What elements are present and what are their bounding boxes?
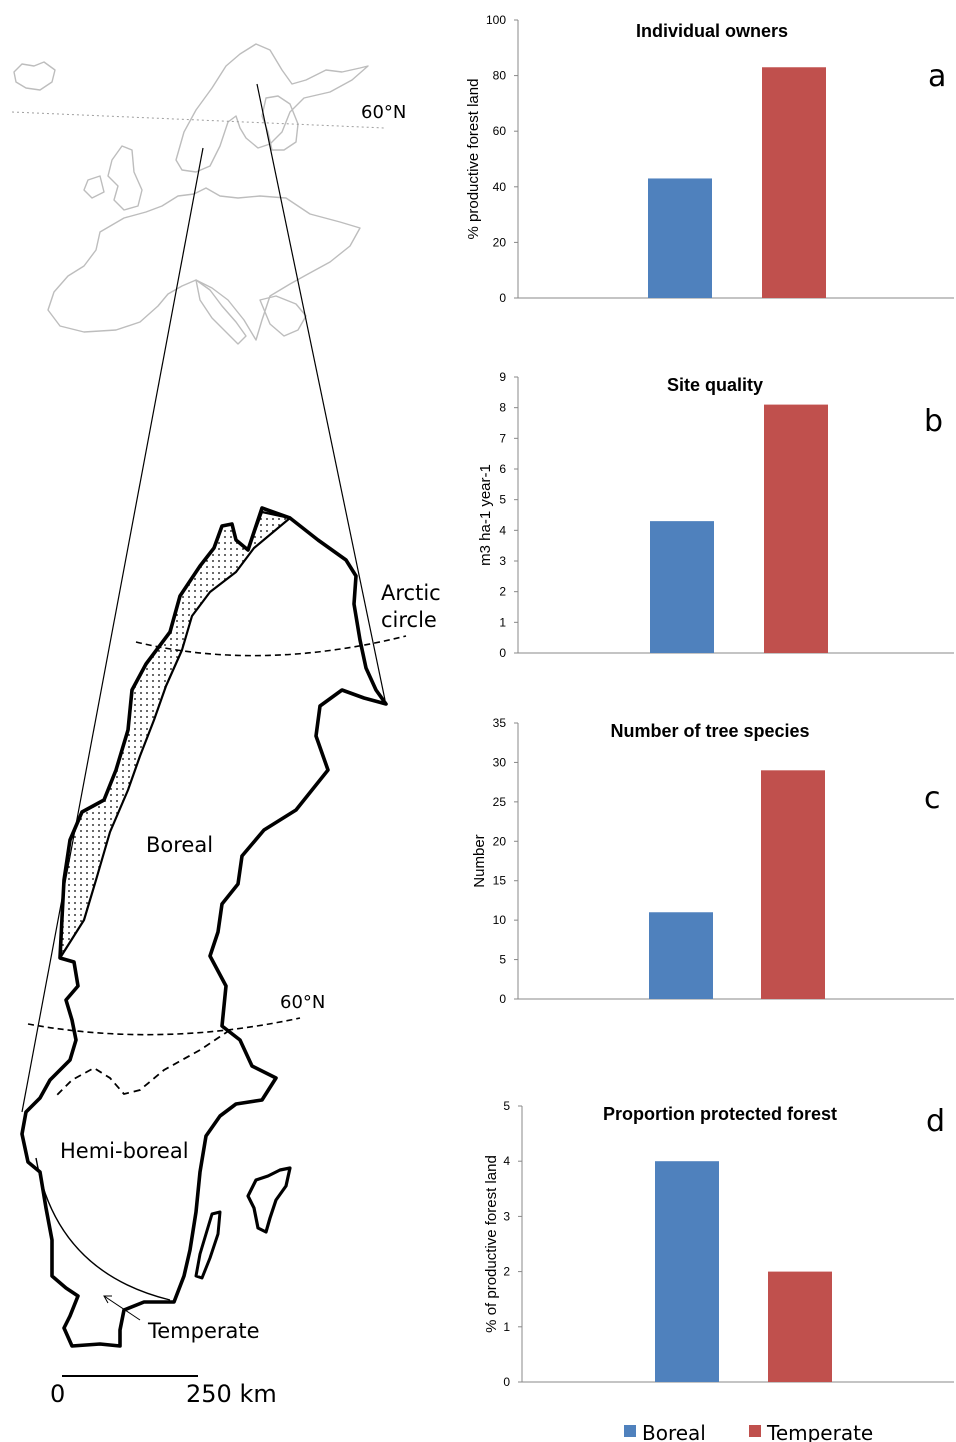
temperate-pointer-arrow: [103, 1295, 141, 1321]
continent-outline: [47, 187, 361, 341]
scandinavia-outline: [175, 43, 369, 173]
chart-d-tick-label: 3: [503, 1209, 510, 1223]
chart-c-tick-label: 25: [493, 795, 507, 809]
scale-label-end: 250 km: [186, 1380, 277, 1408]
chart-a-y-axis-label: % productive forest land: [465, 79, 482, 240]
europe-60n-dotted-line: [11, 111, 386, 129]
temperate-boundary-line: [35, 1157, 171, 1301]
europe-60n-label: 60°N: [361, 102, 406, 123]
chart-a-tick-label: 100: [486, 13, 506, 27]
chart-b-y-axis-label: m3 ha-1 year-1: [477, 464, 494, 566]
chart-b-tick-label: 8: [499, 401, 506, 415]
chart-b: 0 1 2 3 4 5 6 7 8 9 Site quality b m3 ha-1 year-1: [477, 370, 954, 660]
chart-c-bar-temperate: [761, 770, 825, 999]
chart-c-tick-label: 20: [493, 834, 507, 848]
sweden-60n-label: 60°N: [280, 992, 325, 1013]
chart-d-tick-label: 4: [503, 1154, 510, 1168]
chart-c-panel-letter: c: [924, 781, 941, 816]
chart-a-bar-temperate: [762, 67, 826, 298]
legend: Boreal Temperate: [624, 1421, 873, 1442]
chart-b-tick-label: 1: [499, 615, 506, 629]
chart-b-tick-label: 5: [499, 493, 506, 507]
hemiboreal-boundary-dashed: [53, 1029, 231, 1099]
arctic-label-line1: Arctic: [381, 581, 441, 605]
chart-d-tick-label: 2: [503, 1265, 510, 1279]
sweden-outline: [20, 506, 388, 1348]
chart-d: 0 1 2 3 4 5 Proportion protected forest d % of p…: [483, 1099, 954, 1389]
chart-a: 0 20 40 60 80 100 Individual owners a % producti…: [465, 13, 954, 305]
chart-c-tick-label: 30: [493, 755, 507, 769]
chart-c-title: Number of tree species: [610, 721, 809, 741]
chart-b-bar-boreal: [650, 521, 714, 653]
chart-d-y-axis-label: % of productive forest land: [483, 1155, 500, 1333]
chart-c: 0 5 10 15 20 25 30 35 Number of tree species c Num…: [471, 716, 954, 1006]
chart-d-title: Proportion protected forest: [603, 1104, 837, 1124]
chart-a-tick-label: 40: [493, 180, 507, 194]
oland-island: [194, 1210, 222, 1280]
chart-a-tick-label: 20: [493, 235, 507, 249]
iceland-outline: [13, 61, 56, 91]
chart-d-panel-letter: d: [926, 1104, 945, 1139]
chart-a-panel-letter: a: [928, 59, 946, 94]
chart-b-tick-label: 9: [499, 370, 506, 384]
chart-d-tick-label: 0: [503, 1375, 510, 1389]
chart-b-tick-label: 4: [499, 523, 506, 537]
chart-a-tick-label: 0: [499, 291, 506, 305]
chart-a-bar-boreal: [648, 178, 712, 298]
chart-c-bar-boreal: [649, 912, 713, 999]
zoom-line-left: [21, 147, 204, 1113]
gotland-island: [246, 1166, 292, 1234]
italy-outline: [195, 279, 247, 345]
chart-a-tick-label: 80: [493, 69, 507, 83]
chart-c-y-axis-label: Number: [471, 834, 488, 887]
chart-b-tick-label: 7: [499, 431, 506, 445]
chart-b-tick-label: 6: [499, 462, 506, 476]
legend-swatch-boreal: [624, 1425, 636, 1437]
chart-b-tick-label: 3: [499, 554, 506, 568]
legend-swatch-temperate: [749, 1425, 761, 1437]
chart-a-tick-label: 60: [493, 124, 507, 138]
legend-label-boreal: Boreal: [642, 1421, 706, 1442]
chart-d-bar-boreal: [655, 1161, 719, 1382]
temperate-region-label: Temperate: [147, 1319, 260, 1343]
british-isles-outline: [83, 145, 143, 211]
chart-c-tick-label: 5: [499, 953, 506, 967]
arctic-circle-dashed-line: [135, 635, 407, 657]
balkans-outline: [259, 295, 307, 337]
chart-b-panel-letter: b: [924, 404, 943, 439]
temperate-arrowhead: [103, 1295, 112, 1304]
chart-d-tick-label: 1: [503, 1320, 510, 1334]
chart-d-bar-temperate: [768, 1271, 832, 1382]
scale-label-start: 0: [50, 1380, 65, 1408]
chart-c-tick-label: 15: [493, 874, 507, 888]
chart-b-tick-label: 0: [499, 646, 506, 660]
legend-label-temperate: Temperate: [766, 1421, 873, 1442]
chart-d-tick-label: 5: [503, 1099, 510, 1113]
chart-b-title: Site quality: [667, 375, 763, 395]
chart-b-tick-label: 2: [499, 585, 506, 599]
sweden-60n-dashed-line: [27, 1017, 301, 1036]
chart-a-title: Individual owners: [636, 21, 788, 41]
chart-c-tick-label: 35: [493, 716, 507, 730]
mountain-region-dotted: [58, 510, 292, 960]
boreal-region-label: Boreal: [146, 833, 213, 857]
chart-c-tick-label: 10: [493, 913, 507, 927]
sweden-map: [20, 506, 407, 1348]
europe-outline-map: [13, 43, 369, 345]
chart-b-bar-temperate: [764, 404, 828, 653]
arctic-label-line2: circle: [381, 608, 437, 632]
zoom-line-right: [256, 83, 386, 701]
chart-c-tick-label: 0: [499, 992, 506, 1006]
hemiboreal-region-label: Hemi-boreal: [60, 1139, 189, 1163]
